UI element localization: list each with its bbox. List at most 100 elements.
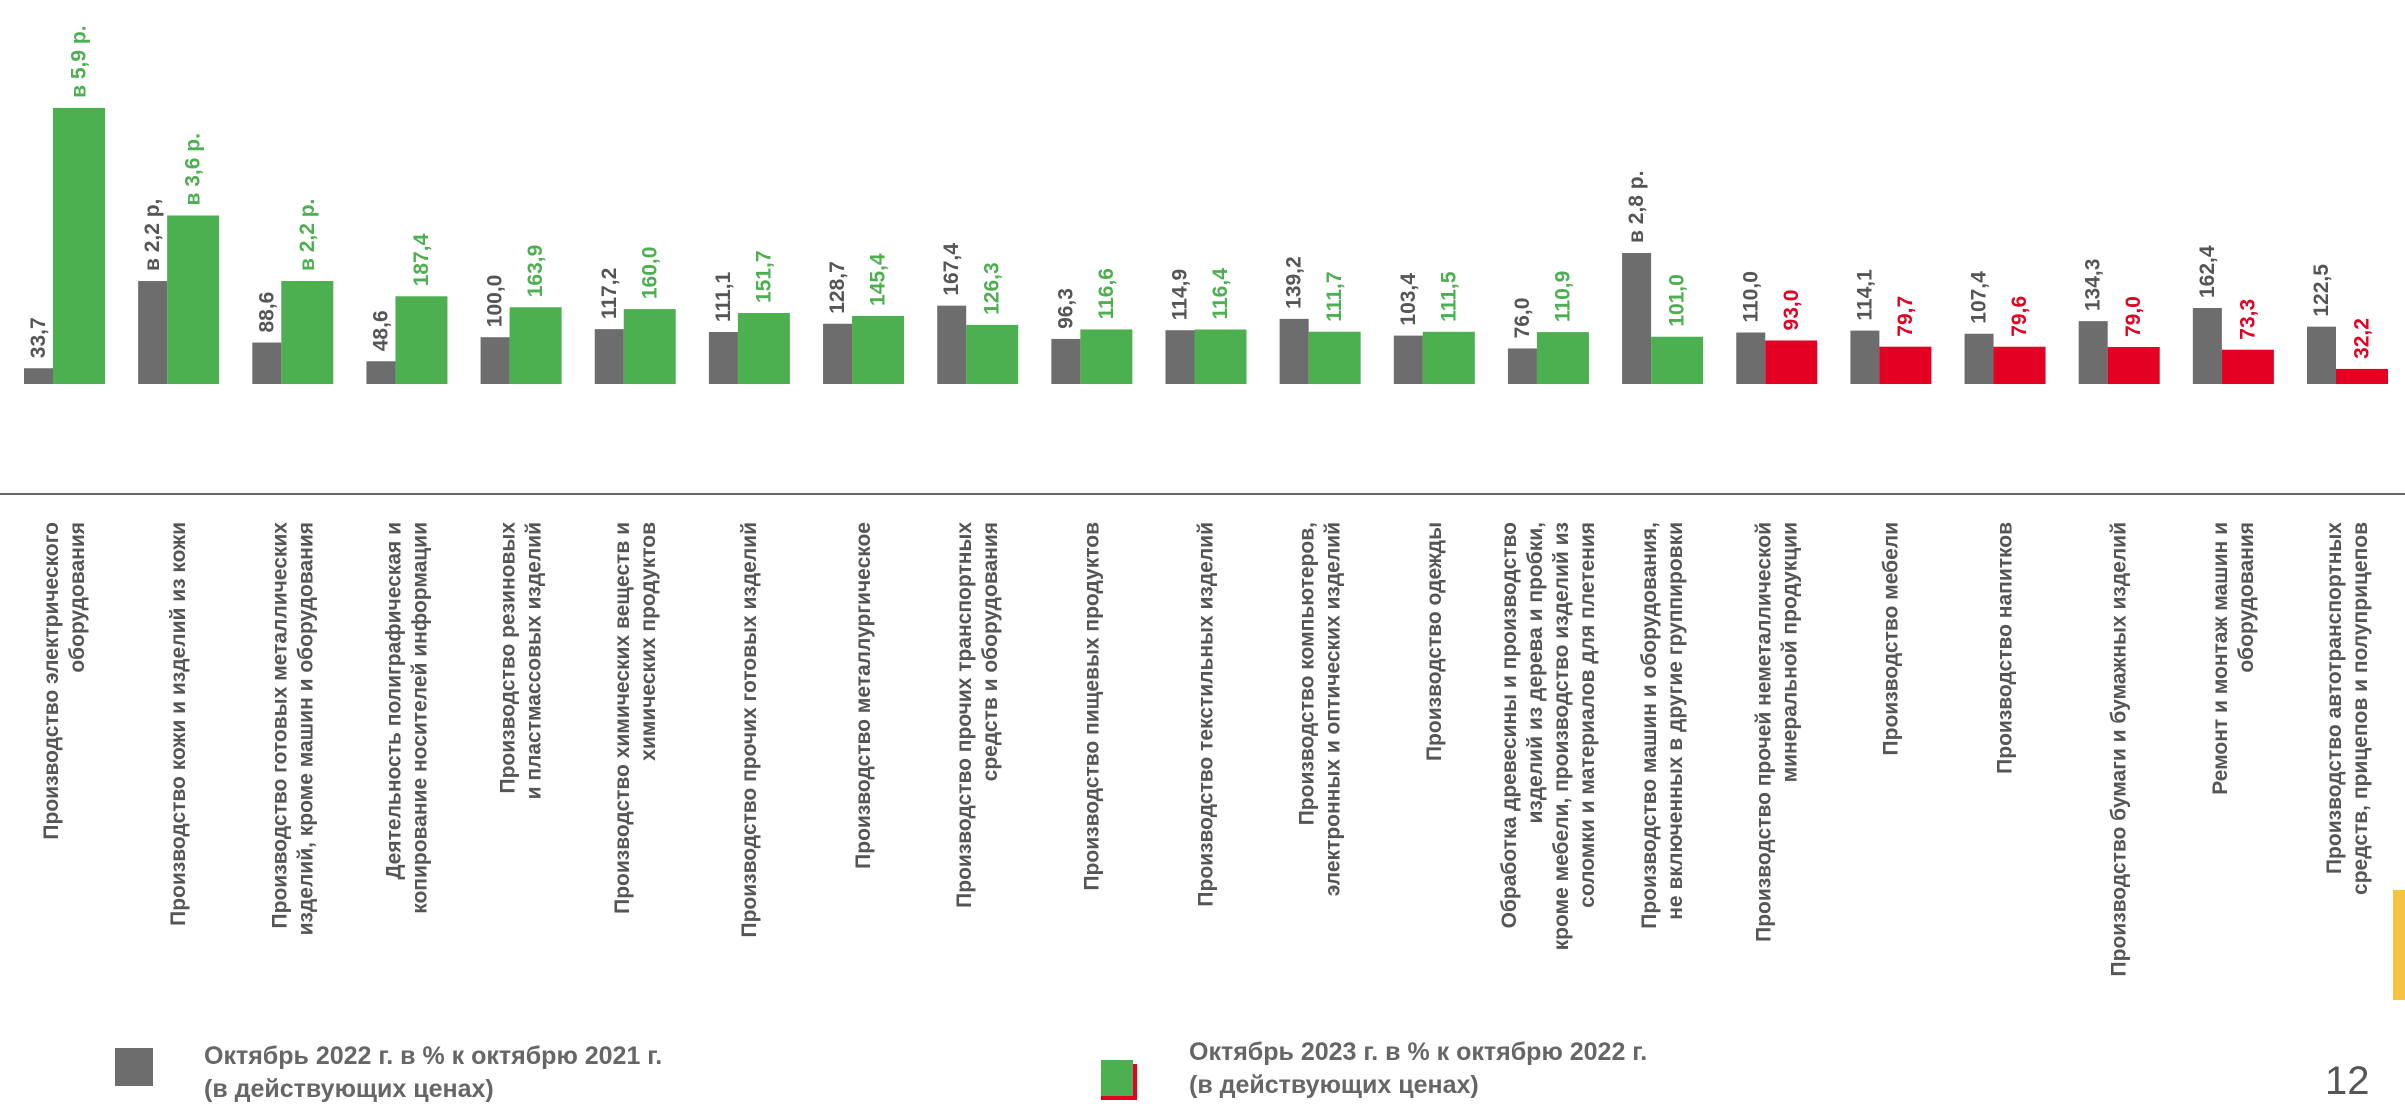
bar — [2192, 307, 2222, 384]
value-label: 128,7 — [826, 261, 849, 314]
bar — [395, 296, 448, 384]
category-line: Производство мебели — [1879, 522, 1902, 755]
category-line: оборудования — [2234, 522, 2257, 673]
value-label: 145,4 — [867, 253, 890, 306]
category-line: Производство резиновых — [496, 522, 519, 794]
value-label: 33,7 — [27, 317, 50, 358]
value-label: 79,6 — [2008, 296, 2031, 337]
category-label: Производство химических веществ и химичес… — [610, 522, 659, 914]
category-line: оборудования — [66, 522, 89, 673]
category-line: не включенных в другие группировки — [1664, 522, 1687, 920]
bar — [823, 323, 853, 384]
category-label: Производство автотранспортных средств, пр… — [2323, 522, 2372, 895]
bar — [1051, 338, 1081, 384]
category-label: Производство пищевых продуктов — [1080, 522, 1103, 891]
category-label: Производство прочей неметаллической минер… — [1752, 522, 1801, 942]
category-label: Производство напитков — [1993, 522, 2016, 774]
value-label: 114,1 — [1853, 269, 1876, 321]
bar — [24, 368, 53, 384]
page-number: 12 — [2325, 1059, 2370, 1103]
value-label: 76,0 — [1511, 298, 1534, 339]
value-label: 117,2 — [598, 268, 621, 319]
category-line: Производство текстильных изделий — [1194, 522, 1217, 907]
value-label: 110,9 — [1551, 271, 1574, 322]
bar — [1536, 332, 1589, 384]
bar — [1422, 331, 1475, 384]
value-label: 160,0 — [638, 247, 661, 300]
bar — [594, 329, 624, 384]
bar — [2078, 321, 2108, 384]
value-label: в 5,9 р. — [68, 25, 91, 97]
category-line: копирование носителей информации — [408, 522, 431, 914]
category-line: Производство бумаги и бумажных изделий — [2107, 522, 2130, 976]
value-label: 32,2 — [2351, 318, 2374, 359]
value-label: 116,4 — [1209, 268, 1232, 320]
bar — [1879, 346, 1932, 384]
legend-text: Октябрь 2022 г. в % к октябрю 2021 г. (в… — [204, 1042, 663, 1103]
bar — [1080, 329, 1133, 384]
bar — [2336, 368, 2388, 384]
category-label: Производство машин и оборудования, не вкл… — [1638, 522, 1687, 929]
bar — [138, 281, 168, 384]
bar — [1651, 336, 1704, 384]
bar — [1279, 318, 1309, 384]
category-label: Производство компьютеров, электронных и о… — [1295, 522, 1344, 896]
category-line: Деятельность полиграфическая и — [382, 522, 405, 880]
category-label: Производство электрического оборудования — [40, 522, 89, 840]
category-line: изделий из дерева и пробки, — [1523, 522, 1546, 824]
legend-text: Октябрь 2023 г. в % к октябрю 2022 г. (в… — [1189, 1038, 1648, 1099]
bar — [966, 324, 1019, 384]
bar — [252, 342, 282, 384]
value-label: 116,6 — [1095, 268, 1118, 319]
value-label: 101,0 — [1666, 274, 1689, 327]
bar — [2307, 326, 2336, 384]
category-line: Производство химических веществ и — [610, 522, 633, 914]
category-label: Обработка древесины и производство издели… — [1497, 522, 1598, 950]
value-label: 107,4 — [1968, 271, 1991, 324]
category-line: Производство готовых металлических — [268, 522, 291, 929]
category-label: Ремонт и монтаж машин и оборудования — [2208, 522, 2257, 795]
category-line: электронных и оптических изделий — [1321, 522, 1344, 896]
accent-bar — [2393, 890, 2405, 1000]
category-label: Производство мебели — [1879, 522, 1902, 755]
category-label: Деятельность полиграфическая и копировани… — [382, 522, 431, 914]
category-line: Производство прочей неметаллической — [1752, 522, 1775, 942]
category-line: Производство прочих готовых изделий — [737, 522, 760, 938]
bar — [480, 337, 510, 384]
category-line: Производство машин и оборудования, — [1638, 522, 1661, 929]
bar — [366, 361, 396, 384]
category-label: Производство резиновых и пластмассовых из… — [496, 522, 545, 800]
value-label: 100,0 — [484, 275, 507, 328]
category-line: средств и оборудования — [979, 522, 1002, 781]
category-line: изделий, кроме машин и оборудования — [294, 522, 317, 935]
value-label: 111,5 — [1437, 271, 1460, 322]
category-line: Обработка древесины и производство — [1497, 522, 1520, 928]
category-line: и пластмассовых изделий — [522, 522, 545, 799]
legend-marker — [115, 1048, 153, 1086]
category-line: средств, прицепов и полуприцепов — [2349, 522, 2372, 895]
category-label: Производство прочих готовых изделий — [737, 522, 760, 938]
value-label: 103,4 — [1397, 273, 1420, 326]
category-line: Ремонт и монтаж машин и — [2208, 522, 2231, 795]
value-label: в 3,6 р. — [182, 133, 205, 205]
bar — [1507, 348, 1537, 384]
value-label: 110,0 — [1739, 271, 1762, 322]
value-label: 111,1 — [712, 271, 735, 322]
value-label: 187,4 — [410, 233, 433, 286]
bar — [509, 307, 562, 384]
category-line: Производство прочих транспортных — [953, 522, 976, 908]
category-line: Производство одежды — [1422, 522, 1445, 761]
category-label: Производство металлургическое — [852, 522, 875, 869]
value-label: 122,5 — [2310, 264, 2333, 317]
value-label: 126,3 — [981, 262, 1004, 315]
value-label: в 2,2 р, — [141, 199, 164, 271]
bar — [708, 332, 738, 384]
category-line: Производство компьютеров, — [1295, 522, 1318, 825]
value-label: 93,0 — [1780, 290, 1803, 331]
category-label: Производство готовых металлических издели… — [268, 522, 317, 936]
value-label: 96,3 — [1054, 288, 1077, 329]
value-label: 79,0 — [2122, 296, 2145, 337]
bar — [167, 215, 220, 384]
value-label: 111,7 — [1323, 271, 1346, 321]
